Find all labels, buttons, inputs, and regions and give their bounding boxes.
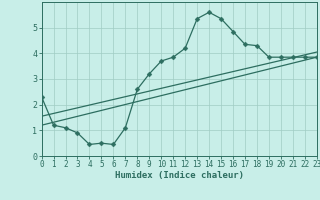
X-axis label: Humidex (Indice chaleur): Humidex (Indice chaleur)	[115, 171, 244, 180]
